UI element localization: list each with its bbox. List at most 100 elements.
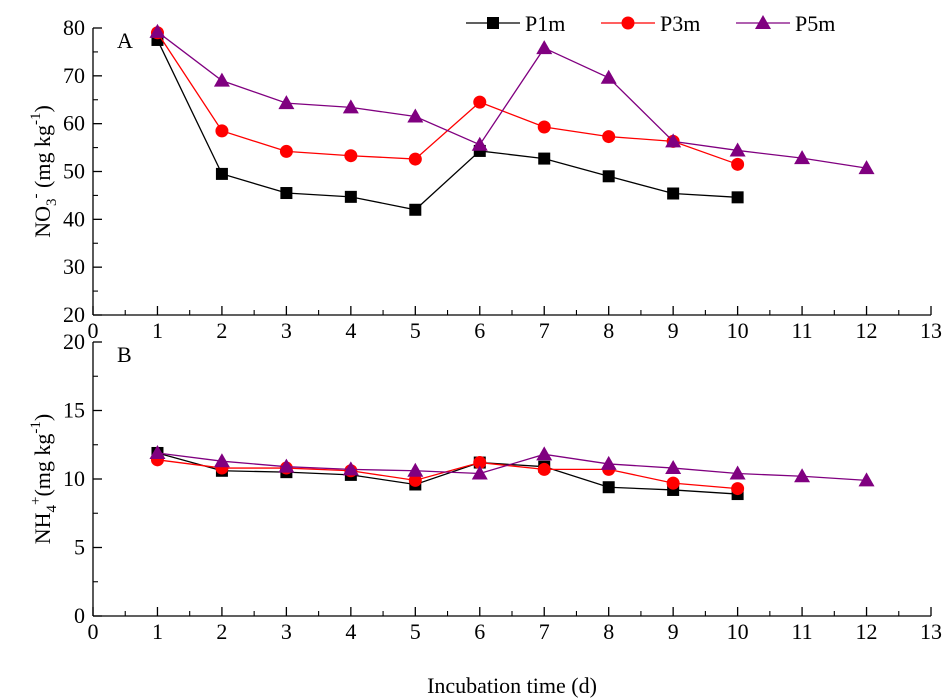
x-axis-title: Incubation time (d) (427, 673, 597, 698)
legend-marker-P1m (487, 17, 499, 29)
panel-b-x-tick-label: 9 (668, 619, 679, 644)
panel-b-letter: B (117, 342, 132, 367)
panel-b-y-axis-title: NH4+(mg kg-1) (28, 414, 60, 545)
panel-b-x-tick-label: 12 (856, 619, 878, 644)
panel-b-x-tick-label: 0 (88, 619, 99, 644)
panel-a-y-tick-label: 40 (63, 206, 85, 231)
panel-b-series-P1m-point (602, 481, 615, 494)
panel-a-y-title-sup2: -1 (28, 113, 44, 126)
panel-b-x-tick-label: 5 (410, 619, 421, 644)
panel-a-y-tick-label: 60 (63, 111, 85, 136)
panel-a-y-axis-title: NO3- (mg kg-1) (28, 105, 60, 238)
panel-a-y-title-sup: - (28, 194, 44, 199)
panel-a-series-P5m-point (278, 95, 295, 110)
panel-a-y-tick-label: 20 (63, 302, 85, 327)
panel-b-series-P1m-line (157, 452, 738, 495)
legend-label-P3m: P3m (660, 11, 700, 36)
panel-b-y-tick-label: 10 (63, 466, 85, 491)
legend-marker-P3m (621, 16, 635, 30)
panel-b-x-tick-label: 4 (345, 619, 356, 644)
panel-b-series-P3m-line (157, 459, 738, 490)
panel-a-y-title-sub: 3 (44, 199, 60, 207)
panel-b-series-P3m-point (473, 456, 487, 470)
panel-a-series-P3m-point (602, 130, 616, 144)
panel-a-x-tick-label: 3 (281, 318, 292, 343)
panel-b-series-P5m-point (342, 461, 359, 476)
panel-a-series-P1m-point (280, 187, 293, 200)
panel-b-series-P5m-point (858, 472, 875, 487)
panel-a-series-P5m-point (600, 69, 617, 84)
panel-a-x-tick-label: 8 (603, 318, 614, 343)
panel-a-series-P3m-point (731, 157, 745, 171)
panel-b-series-P5m-point (536, 446, 553, 461)
panel-b-x-tick-label: 3 (281, 619, 292, 644)
panel-a-x-tick-label: 1 (152, 318, 163, 343)
panel-a-x-tick-label: 10 (727, 318, 749, 343)
panel-a-series-P1m-line (156, 39, 738, 211)
panel-a-letter: A (117, 28, 133, 53)
panel-b-series-P3m-point (537, 462, 551, 476)
panel-b-x-tick-label: 1 (152, 619, 163, 644)
panel-a-series-P1m-point (731, 191, 744, 204)
legend: P1m P3m P5m (466, 11, 835, 36)
panel-b-x-tick-label: 8 (603, 619, 614, 644)
panel-a-x-tick-label: 9 (668, 318, 679, 343)
panel-b-series-P5m-point (665, 460, 682, 475)
panel-a-y-tick-label: 80 (63, 15, 85, 40)
panel-a-series-P3m-point (344, 149, 358, 163)
panel-a-series-P5m-point (536, 40, 553, 55)
panel-a-series-P5m-point (342, 99, 359, 114)
panel-b-y-title-close: ) (30, 414, 55, 421)
panel-a-series-P5m-point (213, 72, 230, 87)
panel-a-series-P1m-point (344, 190, 357, 203)
panel-a-series-P5m-point (729, 142, 746, 157)
legend-label-P1m: P1m (525, 11, 565, 36)
panel-a-x-tick-label: 13 (920, 318, 942, 343)
panel-a-y-title-rest: (mg kg (30, 125, 55, 193)
panel-a-x-tick-label: 2 (216, 318, 227, 343)
panel-a-series-P3m-point (408, 152, 422, 166)
panel-a-series-P3m-point (473, 95, 487, 109)
panel-a-y-tick-label: 30 (63, 254, 85, 279)
panel-a-series-P5m-point (471, 136, 488, 151)
panel-b-x-tick-label: 2 (216, 619, 227, 644)
panel-a-series-P1m-point (409, 203, 422, 216)
panel-b-series-P5m-point (213, 453, 230, 468)
panel-b-y-tick-label: 15 (63, 398, 85, 423)
panel-b-series-P3m-point (666, 476, 680, 490)
panel-b-series-P5m-point (407, 462, 424, 477)
panel-b-y-tick-label: 5 (74, 535, 85, 560)
panel-a-y-tick-label: 70 (63, 63, 85, 88)
panel-a-x-tick-label: 5 (410, 318, 421, 343)
panel-b-series-P5m-point (471, 465, 488, 480)
panel-a-series-P1m-point (602, 170, 615, 183)
panel-b-series-P5m-point (729, 465, 746, 480)
panel-b-series-P5m-point (278, 458, 295, 473)
panel-a-series-P5m-point (794, 150, 811, 165)
panel-b-x-tick-label: 13 (920, 619, 942, 644)
panel-b-y-title-sub: 4 (44, 504, 60, 512)
panel-b-series-P3m-point (408, 473, 422, 487)
panel-b-series-P3m-point (731, 482, 745, 496)
panel-a-x-tick-label: 11 (791, 318, 812, 343)
panel-b-y-tick-label: 20 (63, 329, 85, 354)
panel-b-x-tick-label: 7 (539, 619, 550, 644)
panel-a-series-P5m-line (157, 31, 867, 169)
panel-b-y-title-sup: + (28, 497, 44, 505)
panel-a-x-tick-label: 0 (88, 318, 99, 343)
panel-a-series-P5m-point (149, 23, 166, 38)
panel-a-series-P1m-point (667, 187, 680, 200)
panel-a-series-P1m-point (215, 167, 228, 180)
panel-b-x-tick-label: 11 (791, 619, 812, 644)
panel-a-y-title-base: NO (30, 206, 55, 238)
legend-label-P5m: P5m (795, 11, 835, 36)
panel-a-series-P5m-point (858, 160, 875, 175)
panel-b-x-tick-label: 6 (474, 619, 485, 644)
panel-a-series-P3m-point (537, 120, 551, 134)
panel-b-y-title-sup2: -1 (28, 421, 44, 434)
panel-a-series-P3m-point (279, 144, 293, 158)
panel-a-x-tick-label: 4 (345, 318, 356, 343)
